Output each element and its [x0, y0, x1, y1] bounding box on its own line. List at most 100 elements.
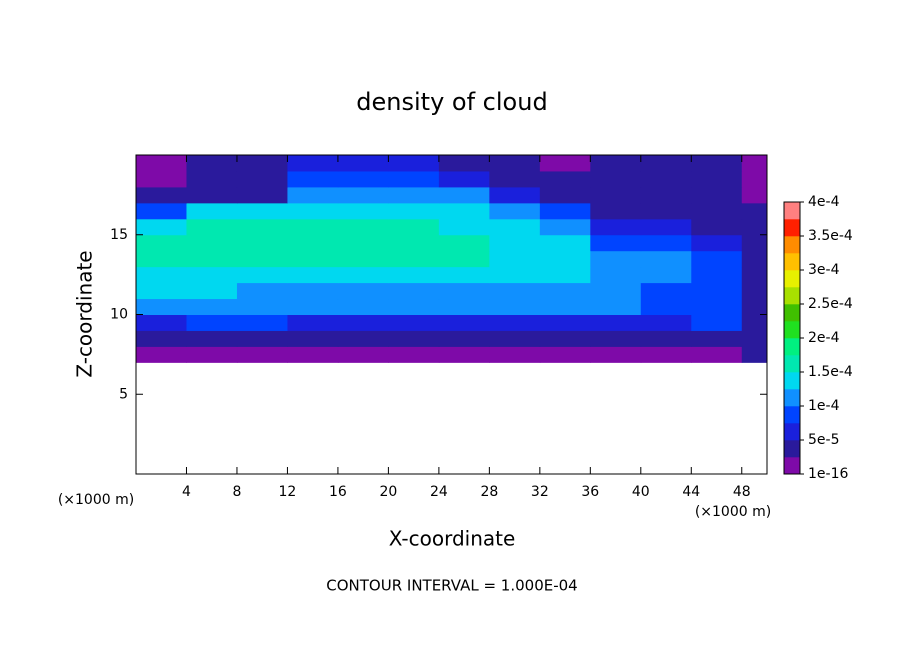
colorbar-swatch [784, 457, 800, 475]
heat-cell [337, 155, 389, 172]
y-tick-label: 10 [110, 307, 128, 323]
colorbar-tick-label: 5e-5 [808, 432, 839, 448]
heat-cell [590, 234, 642, 252]
heat-cell [136, 186, 187, 204]
heat-cell [691, 234, 743, 252]
heat-cell [236, 282, 288, 300]
heat-cell [539, 155, 591, 172]
heat-cell [438, 346, 490, 363]
heat-cell [438, 186, 490, 204]
heat-cell [287, 330, 339, 347]
heat-cell [489, 202, 541, 220]
heat-cell [287, 234, 339, 252]
heat-cell [236, 186, 288, 204]
heat-cell [489, 314, 541, 331]
heat-cell [489, 155, 541, 172]
heat-cell [388, 330, 440, 347]
heat-cell [640, 170, 692, 188]
heat-cell [590, 330, 642, 347]
heat-cell [337, 202, 389, 220]
heat-cell [186, 234, 238, 252]
heat-cell [489, 170, 541, 188]
heat-cell [741, 282, 768, 300]
heat-cell [236, 330, 288, 347]
colorbar-tick-label: 1e-16 [808, 466, 848, 482]
x-tick-label: 48 [733, 484, 751, 500]
heat-cell [388, 314, 440, 331]
y-axis-label: Z-coordinate [73, 250, 97, 377]
heat-cell [287, 170, 339, 188]
heat-cell [438, 250, 490, 268]
colorbar-tick-label: 2e-4 [808, 330, 840, 346]
colorbar-swatch [784, 287, 800, 305]
heat-cell [287, 346, 339, 363]
heat-cell [741, 218, 768, 236]
heat-cell [136, 298, 187, 315]
heat-cell [590, 298, 642, 315]
heat-cell [388, 282, 440, 300]
heat-cell [539, 170, 591, 188]
heat-cell [691, 330, 743, 347]
heat-cell [236, 266, 288, 284]
heat-cell [438, 266, 490, 284]
heat-cell [741, 298, 768, 315]
heat-cell [590, 218, 642, 236]
heat-cell [337, 170, 389, 188]
colorbar-swatch [784, 236, 800, 254]
x-tick-label: 20 [379, 484, 397, 500]
heat-cell [741, 186, 768, 204]
y-tick-label: 5 [119, 386, 128, 402]
heat-cell [741, 170, 768, 188]
heat-cell [388, 170, 440, 188]
colorbar-tick-label: 1e-4 [808, 398, 840, 414]
heat-cell [236, 298, 288, 315]
x-tick-label: 8 [232, 484, 241, 500]
x-tick-label: 44 [682, 484, 700, 500]
heat-cell [236, 250, 288, 268]
heat-cell [640, 266, 692, 284]
heat-cell [539, 186, 591, 204]
heat-cell [539, 218, 591, 236]
heat-cell [539, 330, 591, 347]
heat-cell [691, 186, 743, 204]
colorbar-swatch [784, 202, 800, 220]
heat-cell [691, 282, 743, 300]
heat-cell [640, 202, 692, 220]
heat-cell [388, 234, 440, 252]
heat-cell [590, 314, 642, 331]
heat-cell [590, 155, 642, 172]
heat-cell [438, 234, 490, 252]
heat-cell [691, 266, 743, 284]
heat-cell [539, 266, 591, 284]
x-tick-label: 16 [329, 484, 347, 500]
heat-cell [741, 346, 768, 363]
x-tick-label: 4 [182, 484, 191, 500]
heat-cell [287, 250, 339, 268]
heat-cell [136, 155, 187, 172]
x-unit-label: (×1000 m) [695, 504, 771, 520]
heat-cell [337, 298, 389, 315]
heat-cell [489, 346, 541, 363]
heat-cell [691, 170, 743, 188]
heat-cell [640, 155, 692, 172]
heat-cell [186, 155, 238, 172]
colorbar-tick-label: 3e-4 [808, 262, 840, 278]
heat-cell [136, 330, 187, 347]
heat-cell [741, 234, 768, 252]
x-tick-label: 40 [632, 484, 650, 500]
heat-cell [640, 234, 692, 252]
heat-cell [388, 186, 440, 204]
heat-cell [287, 202, 339, 220]
heat-cell [489, 218, 541, 236]
x-tick-label: 12 [279, 484, 297, 500]
heat-cell [438, 202, 490, 220]
colorbar-tick-label: 4e-4 [808, 194, 840, 210]
heat-cell [691, 250, 743, 268]
heat-cell [640, 330, 692, 347]
heat-cell [438, 170, 490, 188]
heat-cell [136, 234, 187, 252]
heat-cell [287, 155, 339, 172]
heat-cell [640, 346, 692, 363]
heat-cell [388, 250, 440, 268]
